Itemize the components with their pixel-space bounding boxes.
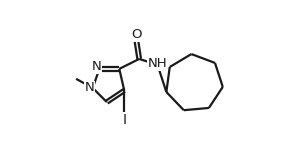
- Text: N: N: [85, 81, 94, 94]
- Text: N: N: [92, 60, 102, 73]
- Text: O: O: [131, 28, 142, 41]
- Text: I: I: [122, 113, 126, 127]
- Text: NH: NH: [147, 57, 167, 70]
